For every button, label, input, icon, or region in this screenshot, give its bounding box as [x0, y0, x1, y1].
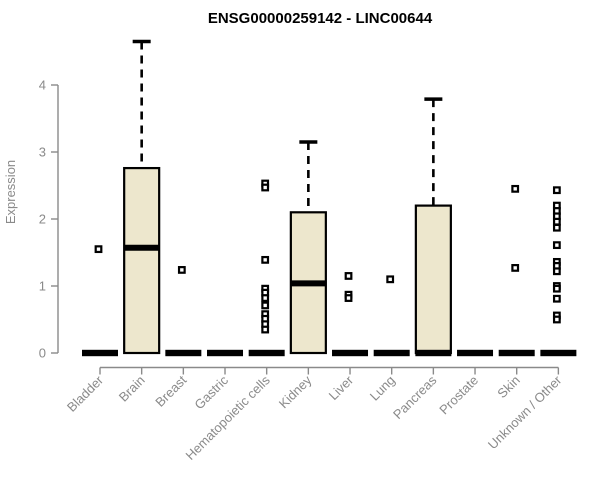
flat-box-liver [332, 349, 369, 357]
outlier-unknown-other-11 [552, 284, 561, 293]
outlier-unknown-other-12 [552, 294, 561, 303]
outlier-hematopoietic-cells-6 [261, 301, 270, 310]
x-tick-label-kidney: Kidney [276, 372, 315, 411]
y-tick-label-3: 3 [39, 145, 46, 160]
outlier-bladder-0 [94, 245, 103, 254]
flat-box-skin [498, 349, 535, 357]
outlier-liver-2 [344, 294, 353, 302]
x-tick-label-liver: Liver [326, 372, 357, 403]
outlier-unknown-other-9 [552, 267, 561, 276]
chart-title: ENSG00000259142 - LINC00644 [208, 10, 433, 27]
outlier-breast-0 [177, 266, 186, 274]
outlier-liver-0 [344, 272, 353, 280]
y-tick-label-4: 4 [39, 78, 46, 93]
flat-box-unknown-other [540, 349, 577, 357]
outlier-unknown-other-0 [552, 186, 561, 195]
outlier-hematopoietic-cells-1 [261, 183, 270, 192]
x-tick-label-pancreas: Pancreas [390, 372, 440, 422]
flat-box-lung [373, 349, 410, 357]
flat-box-prostate [457, 349, 494, 357]
outlier-skin-0 [511, 184, 520, 193]
x-tick-label-unknown-other: Unknown / Other [485, 372, 565, 452]
outlier-unknown-other-4 [552, 217, 561, 226]
y-tick-label-1: 1 [39, 279, 46, 294]
outlier-unknown-other-5 [552, 223, 561, 232]
outlier-unknown-other-14 [552, 315, 561, 324]
flat-box-gastric [207, 349, 244, 357]
median-pancreas [415, 349, 452, 357]
y-axis-title: Expression [3, 160, 18, 224]
flat-box-hematopoietic-cells [248, 349, 285, 357]
x-tick-label-bladder: Bladder [64, 372, 107, 415]
outlier-hematopoietic-cells-5 [261, 294, 270, 302]
outlier-lung-0 [386, 275, 395, 284]
flat-box-breast [165, 349, 202, 357]
x-tick-label-breast: Breast [152, 372, 189, 409]
outlier-hematopoietic-cells-2 [261, 255, 270, 264]
y-tick-label-0: 0 [39, 346, 46, 361]
x-tick-label-lung: Lung [367, 373, 398, 404]
outlier-unknown-other-6 [552, 241, 561, 250]
flat-box-bladder [82, 349, 118, 357]
x-tick-label-brain: Brain [116, 373, 148, 405]
x-tick-label-gastric: Gastric [191, 372, 231, 412]
box-brain [123, 166, 161, 355]
outlier-skin-1 [511, 264, 520, 272]
outlier-hematopoietic-cells-10 [261, 325, 270, 334]
x-tick-label-prostate: Prostate [436, 373, 481, 418]
box-pancreas [414, 204, 452, 355]
y-tick-label-2: 2 [39, 212, 46, 227]
x-tick-label-skin: Skin [494, 373, 522, 401]
